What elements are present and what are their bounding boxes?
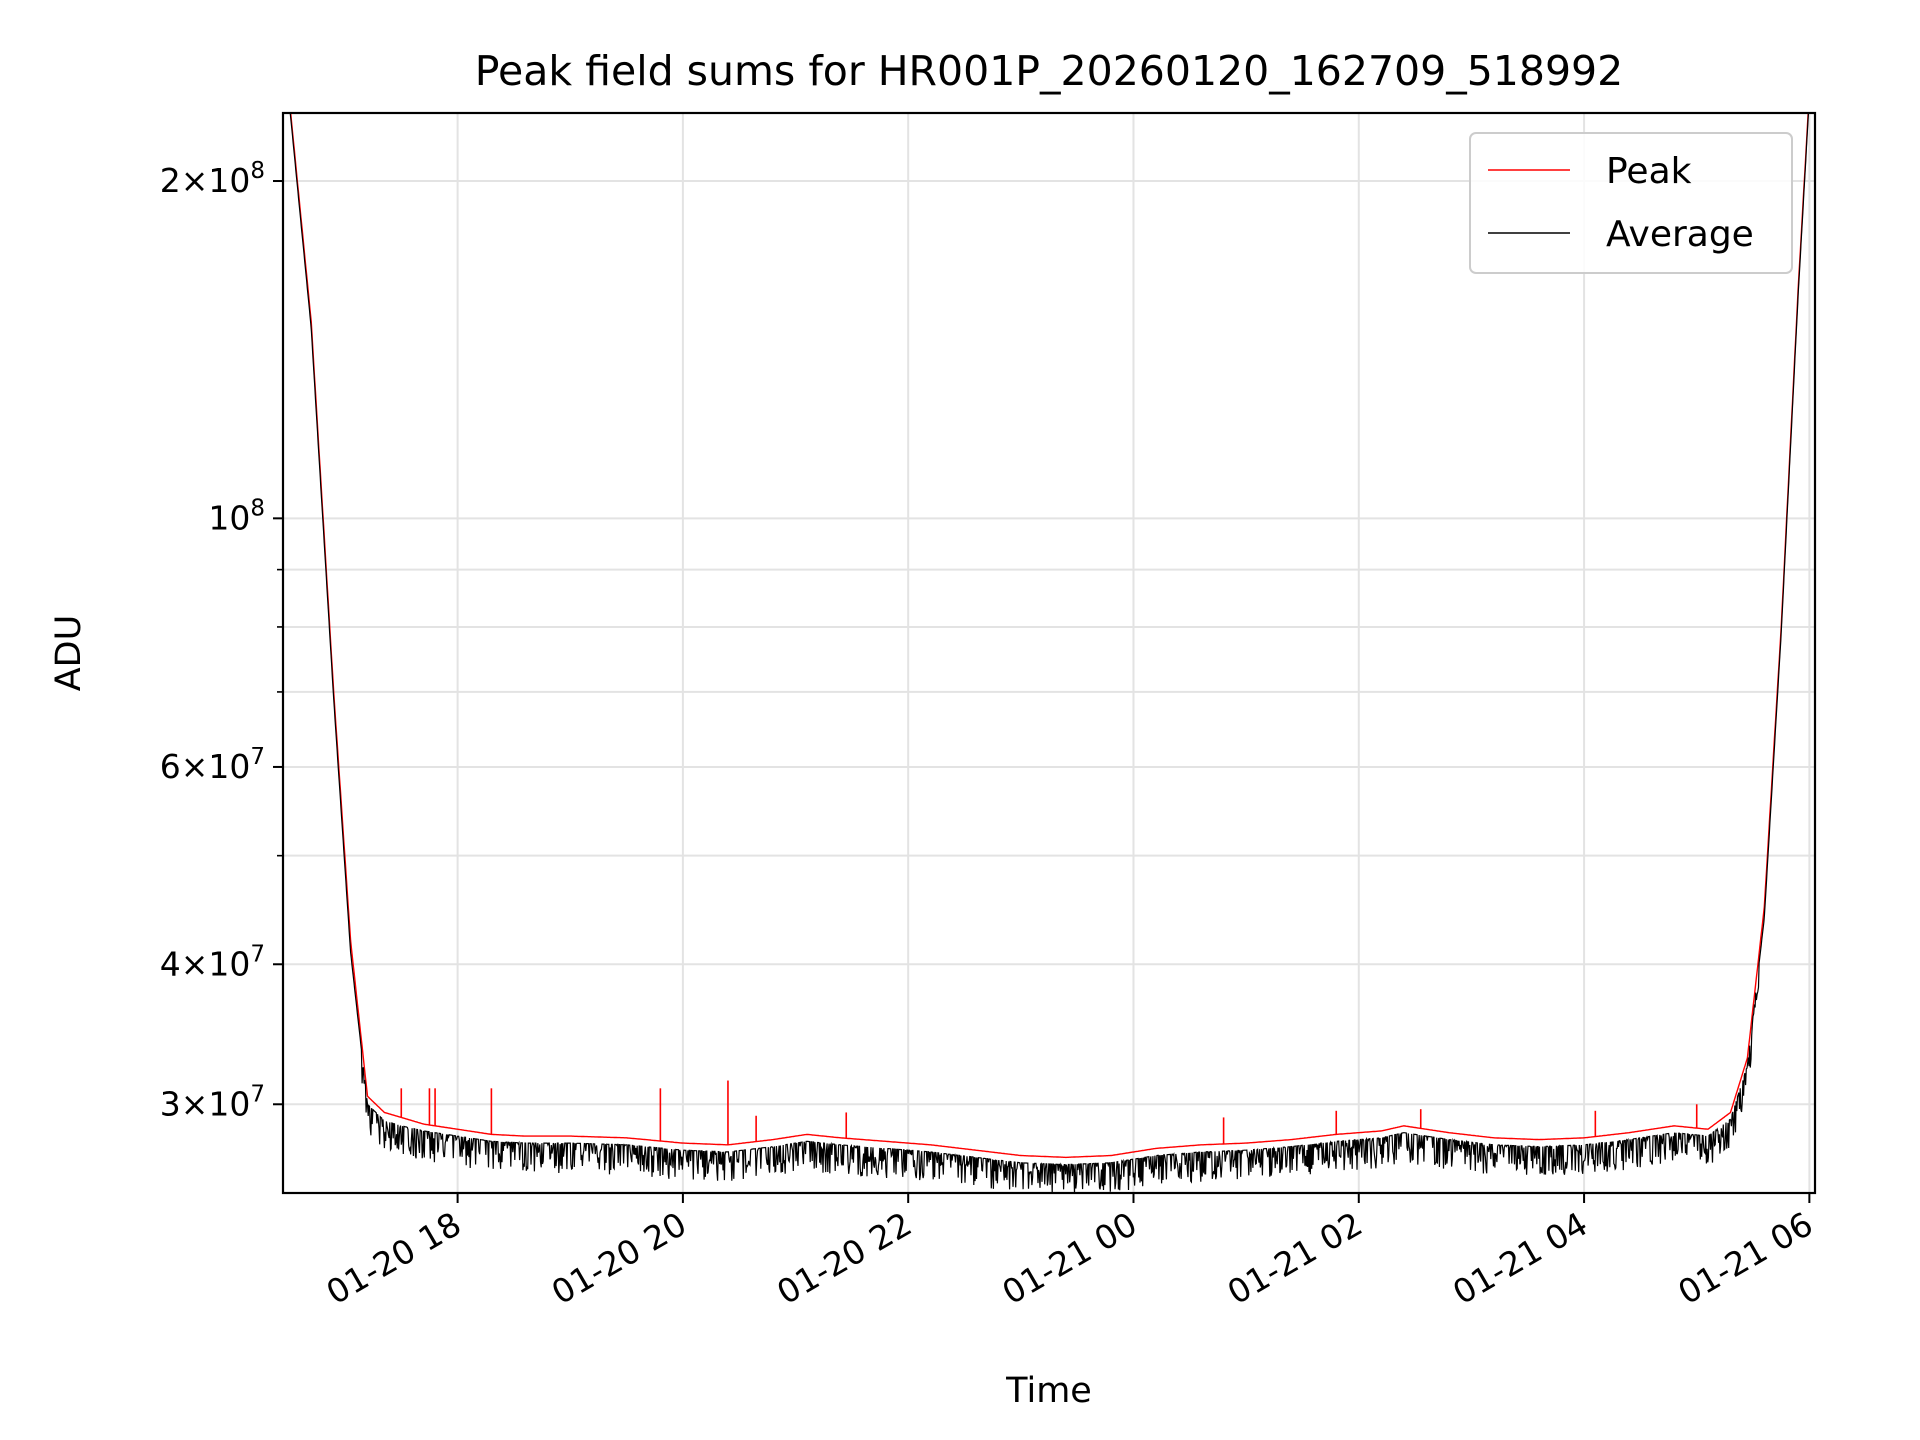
legend-frame — [1469, 132, 1793, 274]
y-tick-label: 2×108 — [160, 158, 265, 200]
y-tick-label: 6×107 — [160, 744, 265, 786]
grid — [283, 113, 1815, 1193]
peak-series-line — [289, 113, 1809, 1159]
average-series-line — [289, 113, 1810, 1193]
y-tick-label: 4×107 — [160, 941, 265, 983]
legend-average-label: Average — [1606, 214, 1754, 255]
y-tick-label: 3×107 — [160, 1081, 265, 1123]
chart-title: Peak field sums for HR001P_20260120_1627… — [475, 47, 1623, 95]
series-lines — [289, 113, 1810, 1193]
y-axis-label: ADU — [49, 615, 89, 692]
plot-area — [281, 111, 1817, 1195]
legend-peak-label: Peak — [1606, 151, 1692, 192]
x-axis-label: Time — [1005, 1371, 1092, 1411]
y-tick-label: 108 — [208, 495, 265, 537]
y-axis: 3×107 4×107 6×107 108 2×108 — [160, 158, 283, 1123]
legend: Peak Average — [1469, 132, 1793, 274]
